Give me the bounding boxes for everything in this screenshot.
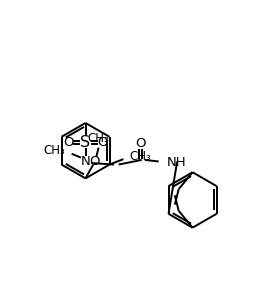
Text: O: O (89, 155, 100, 168)
Text: N: N (81, 155, 90, 168)
Text: O: O (135, 137, 145, 150)
Text: NH: NH (166, 156, 186, 170)
Text: CH₃: CH₃ (88, 132, 109, 145)
Text: S: S (80, 135, 90, 150)
Text: CH₃: CH₃ (44, 144, 66, 157)
Text: O: O (63, 136, 74, 149)
Text: O: O (97, 136, 108, 149)
Text: CH₃: CH₃ (129, 150, 151, 163)
